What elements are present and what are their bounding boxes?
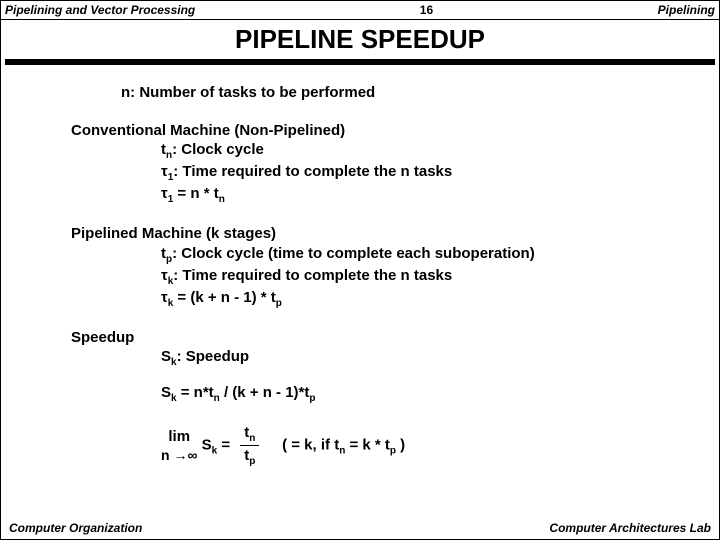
header-page-number: 16 <box>195 3 657 17</box>
slide-content: n: Number of tasks to be performed Conve… <box>1 65 719 478</box>
speed-sk: Sk: Speedup <box>71 347 649 369</box>
limit-block: lim n →∞ <box>161 427 197 465</box>
speed-limit: lim n →∞ Sk = tn tp ( = k, if tn = k * t… <box>71 423 649 468</box>
header-left: Pipelining and Vector Processing <box>5 3 195 17</box>
slide-footer: Computer Organization Computer Architect… <box>1 521 719 535</box>
pipe-eq: τk = (k + n - 1) * tp <box>71 288 649 310</box>
speed-heading: Speedup <box>71 328 649 348</box>
footer-left: Computer Organization <box>9 521 142 535</box>
pipe-heading: Pipelined Machine (k stages) <box>71 224 649 244</box>
slide: Pipelining and Vector Processing 16 Pipe… <box>0 0 720 540</box>
slide-title: PIPELINE SPEEDUP <box>1 24 719 55</box>
conv-heading: Conventional Machine (Non-Pipelined) <box>71 121 649 141</box>
conv-eq: τ1 = n * tn <box>71 184 649 206</box>
conv-tn: tn: Clock cycle <box>71 140 649 162</box>
slide-header: Pipelining and Vector Processing 16 Pipe… <box>1 1 719 20</box>
pipe-tp: tp: Clock cycle (time to complete each s… <box>71 244 649 266</box>
footer-right: Computer Architectures Lab <box>549 521 711 535</box>
pipe-tauk: τk: Time required to complete the n task… <box>71 266 649 288</box>
section-pipelined: Pipelined Machine (k stages) tp: Clock c… <box>71 224 649 310</box>
conv-tau1: τ1: Time required to complete the n task… <box>71 162 649 184</box>
speed-eq1: Sk = n*tn / (k + n - 1)*tp <box>71 383 649 405</box>
line-n-def: n: Number of tasks to be performed <box>71 83 649 103</box>
section-conventional: Conventional Machine (Non-Pipelined) tn:… <box>71 121 649 207</box>
fraction: tn tp <box>240 423 259 468</box>
header-right: Pipelining <box>658 3 715 17</box>
section-speedup: Speedup Sk: Speedup Sk = n*tn / (k + n -… <box>71 328 649 469</box>
